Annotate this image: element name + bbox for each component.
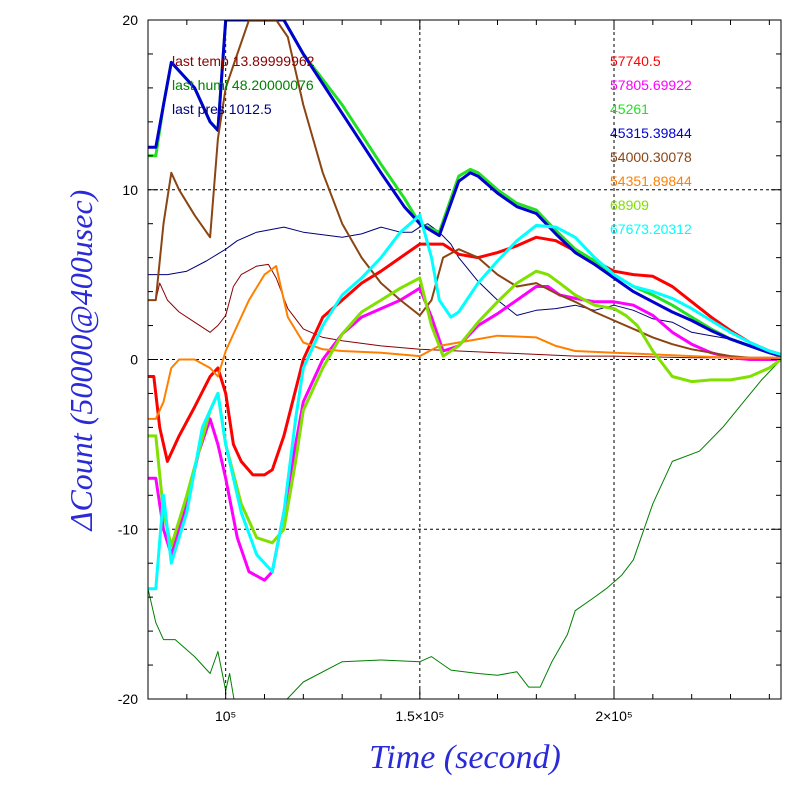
y-tick-label: -10 <box>118 521 138 537</box>
grid-lines <box>148 20 781 699</box>
plot-frame <box>147 19 782 700</box>
series-line-10 <box>148 213 781 591</box>
axis-ticks <box>147 19 781 700</box>
legend-left-entry: last humi 48.20000076 <box>172 77 314 93</box>
series-line-1 <box>148 263 781 359</box>
series-line-6 <box>148 20 781 358</box>
legend-right-entry: 67673.20312 <box>610 221 692 237</box>
series-line-4 <box>148 285 781 582</box>
legend-left-entry: last pres 1012.5 <box>172 101 272 117</box>
legend-right-entry: 57740.5 <box>610 53 661 69</box>
legend-right-entry: 45315.39844 <box>610 125 692 141</box>
legend-right: 57740.5 57805.69922 45261 45315.39844 54000.… <box>610 53 692 237</box>
x-tick-label: 1.5×10⁵ <box>395 708 444 724</box>
x-axis-title: Time (second) <box>369 739 561 776</box>
legend-right-entry: 54351.89844 <box>610 173 692 189</box>
legend-right-entry: 68909 <box>610 197 649 213</box>
legend-right-entry: 54000.30078 <box>610 149 692 165</box>
series-line-3 <box>148 235 781 477</box>
series-line-2 <box>148 223 781 355</box>
legend-left-entry: last temp 13.89999962 <box>172 53 315 69</box>
legend-right-entry: 45261 <box>610 101 649 117</box>
y-axis-title: ΔCount (50000@400usec) <box>63 190 99 533</box>
y-tick-label: 0 <box>130 352 138 368</box>
y-tick-label: -20 <box>118 691 138 707</box>
y-tick-label: 10 <box>122 182 138 198</box>
series-line-8 <box>148 265 781 420</box>
series-layer <box>148 20 781 699</box>
legend-left: last temp 13.89999962 last humi 48.200000… <box>172 53 315 117</box>
x-tick-label: 10⁵ <box>215 708 236 724</box>
y-tick-label: 20 <box>122 12 138 28</box>
x-tick-label: 2×10⁵ <box>595 708 632 724</box>
series-line-7 <box>148 20 781 359</box>
legend-right-entry: 57805.69922 <box>610 77 692 93</box>
series-line-0 <box>148 359 781 699</box>
tick-labels: 10⁵ 1.5×10⁵ 2×10⁵ -20 -10 0 10 20 <box>118 12 633 724</box>
